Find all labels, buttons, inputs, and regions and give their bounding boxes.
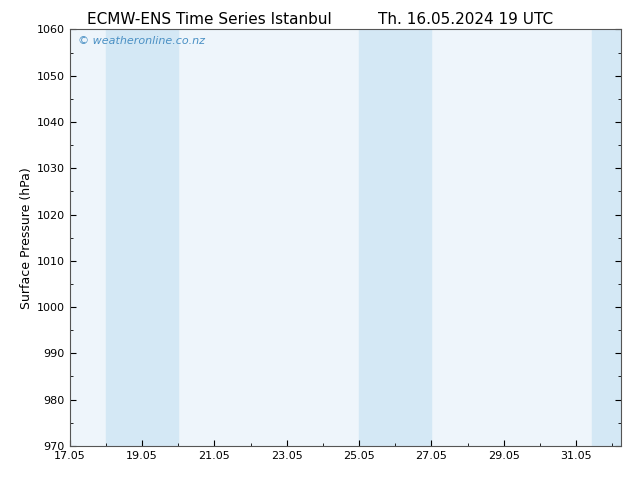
Bar [106, 29, 142, 446]
Text: Th. 16.05.2024 19 UTC: Th. 16.05.2024 19 UTC [378, 12, 553, 27]
Text: © weatheronline.co.nz: © weatheronline.co.nz [78, 36, 205, 46]
Bar [142, 29, 178, 446]
Y-axis label: Surface Pressure (hPa): Surface Pressure (hPa) [20, 167, 32, 309]
Bar [592, 29, 621, 446]
Bar [359, 29, 395, 446]
Bar [395, 29, 431, 446]
Text: ECMW-ENS Time Series Istanbul: ECMW-ENS Time Series Istanbul [87, 12, 332, 27]
